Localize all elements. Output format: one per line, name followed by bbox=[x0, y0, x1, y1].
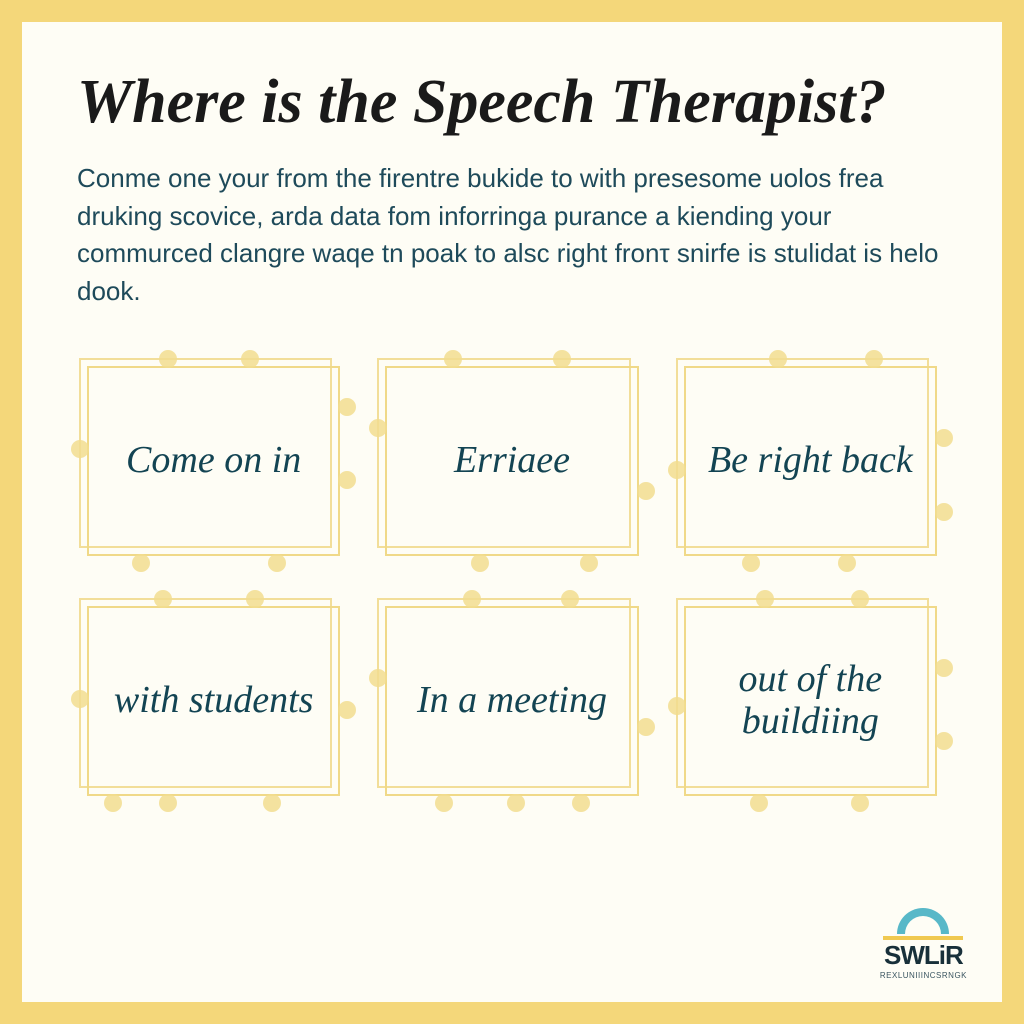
card-label: out of the buildiing bbox=[674, 659, 947, 743]
brand-logo: SWLiR REXLUNIIINCSRNGK bbox=[880, 902, 967, 980]
status-card: Come on in bbox=[77, 356, 350, 566]
status-card: out of the buildiing bbox=[674, 596, 947, 806]
logo-subtext: REXLUNIIINCSRNGK bbox=[880, 971, 967, 980]
card-label: Erriaee bbox=[434, 440, 590, 482]
infographic-page: Where is the Speech Therapist? Conme one… bbox=[22, 22, 1002, 1002]
status-card: Erriaee bbox=[375, 356, 648, 566]
status-card: In a meeting bbox=[375, 596, 648, 806]
logo-text: SWLiR bbox=[884, 940, 963, 971]
page-title: Where is the Speech Therapist? bbox=[77, 67, 947, 138]
logo-arc-icon bbox=[893, 902, 953, 934]
card-label: with students bbox=[94, 680, 334, 722]
card-label: In a meeting bbox=[397, 680, 627, 722]
status-card: with students bbox=[77, 596, 350, 806]
card-label: Be right back bbox=[688, 440, 933, 482]
cards-grid: Come on in Erriaee Be right back bbox=[77, 356, 947, 806]
card-label: Come on in bbox=[106, 440, 321, 482]
page-description: Conme one your from the firentre bukide … bbox=[77, 160, 947, 311]
status-card: Be right back bbox=[674, 356, 947, 566]
